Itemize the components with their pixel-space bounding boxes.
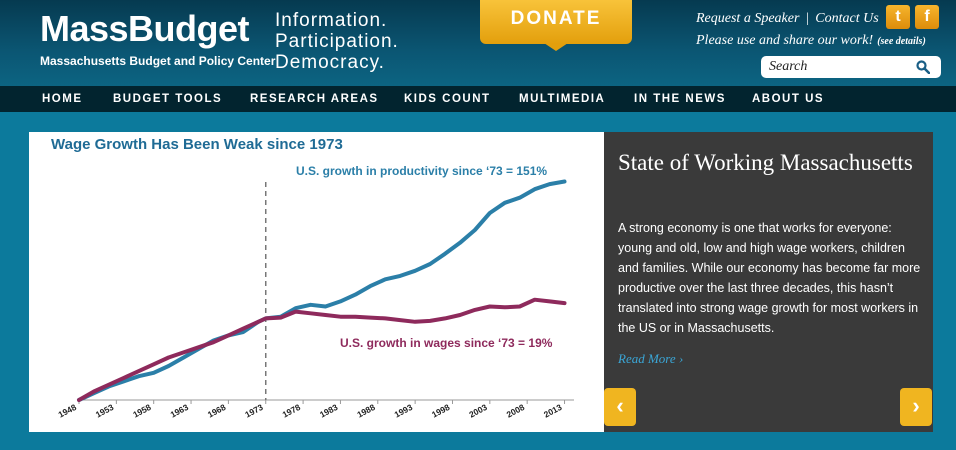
search-icon[interactable]: [916, 60, 930, 74]
previous-slide-button[interactable]: ‹: [604, 388, 636, 426]
x-tick-label-1968: 1968: [206, 402, 228, 420]
slide-description-panel: State of Working Massachusetts A strong …: [604, 132, 933, 432]
chart-panel[interactable]: Wage Growth Has Been Weak since 1973 1948…: [29, 132, 604, 432]
share-notice: Please use and share our work! (see detai…: [696, 33, 926, 49]
x-tick-label-1978: 1978: [281, 402, 303, 420]
tagline-line-2: Participation.: [275, 31, 399, 52]
request-speaker-link[interactable]: Request a Speaker: [696, 11, 800, 26]
series-line-productivity: [77, 179, 567, 402]
share-text: Please use and share our work!: [696, 33, 874, 48]
x-tick-label-2008: 2008: [505, 402, 527, 420]
top-links: Request a Speaker | Contact Us: [696, 11, 879, 27]
site-header: MassBudget Massachusetts Budget and Poli…: [0, 0, 956, 86]
nav-research-areas[interactable]: RESEARCH AREAS: [250, 93, 379, 105]
x-tick-label-1993: 1993: [393, 402, 415, 420]
nav-kids-count[interactable]: KIDS COUNT: [404, 93, 491, 105]
nav-about-us[interactable]: ABOUT US: [752, 93, 825, 105]
x-tick-label-2013: 2013: [542, 402, 564, 420]
x-tick-label-1983: 1983: [318, 402, 340, 420]
facebook-icon[interactable]: f: [915, 5, 939, 29]
site-logo-subtitle: Massachusetts Budget and Policy Center: [40, 54, 276, 68]
x-tick-label-1998: 1998: [430, 402, 452, 420]
nav-budget-tools[interactable]: BUDGET TOOLS: [113, 93, 223, 105]
main-nav: HOME BUDGET TOOLS RESEARCH AREAS KIDS CO…: [0, 86, 956, 112]
contact-us-link[interactable]: Contact Us: [815, 11, 879, 26]
tagline: Information. Participation. Democracy.: [275, 10, 399, 73]
search-input[interactable]: [761, 56, 941, 78]
donate-button[interactable]: DONATE: [480, 0, 632, 44]
chevron-right-icon: ›: [678, 351, 684, 366]
link-separator: |: [805, 11, 810, 26]
series-line-wages: [77, 297, 567, 402]
read-more-link[interactable]: Read More ›: [618, 351, 683, 367]
tagline-line-1: Information.: [275, 10, 388, 31]
tagline-line-3: Democracy.: [275, 52, 385, 73]
next-slide-button[interactable]: ›: [900, 388, 932, 426]
site-logo[interactable]: MassBudget: [40, 8, 250, 49]
x-tick-label-2003: 2003: [467, 402, 489, 420]
nav-multimedia[interactable]: MULTIMEDIA: [519, 93, 606, 105]
annotation-wages: U.S. growth in wages since ‘73 = 19%: [340, 336, 553, 350]
x-tick-label-1963: 1963: [169, 402, 191, 420]
donate-button-tip: [544, 43, 568, 51]
slide-text: A strong economy is one that works for e…: [618, 221, 921, 335]
x-tick-label-1948: 1948: [57, 402, 79, 420]
slide-title: State of Working Massachusetts: [618, 150, 913, 175]
share-details-link[interactable]: (see details): [877, 36, 926, 47]
twitter-icon[interactable]: t: [886, 5, 910, 29]
x-tick-label-1953: 1953: [94, 402, 116, 420]
nav-in-the-news[interactable]: IN THE NEWS: [634, 93, 726, 105]
annotation-productivity: U.S. growth in productivity since ‘73 = …: [296, 164, 547, 178]
x-tick-label-1988: 1988: [355, 402, 377, 420]
x-tick-label-1973: 1973: [243, 402, 265, 420]
read-more-label: Read More: [618, 351, 676, 366]
nav-home[interactable]: HOME: [42, 93, 83, 105]
wage-growth-chart: Wage Growth Has Been Weak since 1973 1948…: [51, 136, 574, 420]
x-tick-label-1958: 1958: [131, 402, 153, 420]
chart-title: Wage Growth Has Been Weak since 1973: [51, 136, 343, 153]
